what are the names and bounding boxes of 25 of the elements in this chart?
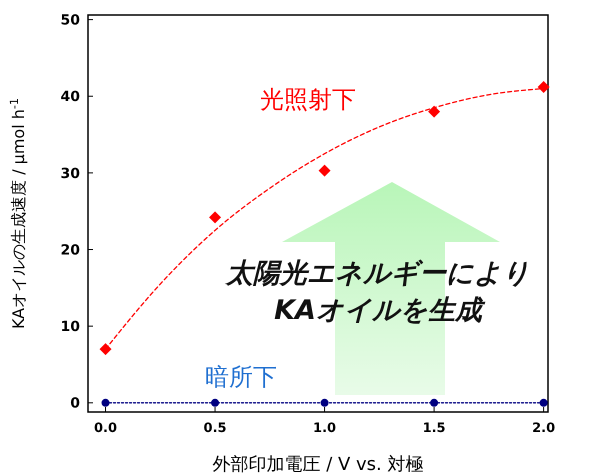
point: [209, 211, 222, 224]
point: [320, 398, 329, 407]
y-tick-label: 30: [60, 166, 80, 182]
y-tick-label: 10: [60, 319, 80, 336]
point: [318, 164, 331, 177]
point: [540, 398, 548, 407]
point: [100, 343, 112, 356]
y-tick-label: 0: [70, 396, 80, 412]
x-tick-label: 1.5: [422, 421, 446, 436]
point: [430, 398, 438, 407]
point: [538, 81, 550, 94]
x-tick-label: 1.0: [313, 421, 336, 436]
y-tick-label: 20: [60, 242, 80, 258]
series-label: 暗所下: [205, 362, 278, 391]
annotation: 太陽光エネルギーにより KAオイルを生成: [226, 258, 530, 326]
point: [211, 398, 220, 407]
x-tick-label: 2.0: [532, 421, 556, 436]
point: [428, 106, 440, 118]
x-tick-label: 0.5: [204, 421, 227, 436]
point: [102, 398, 110, 407]
text: 光照射下: [260, 85, 356, 114]
x-axis-title: 外部印加電圧 / V vs. 対極: [212, 454, 424, 475]
y-tick-label: 50: [60, 12, 80, 28]
y-tick-label: 40: [60, 89, 80, 106]
x-tick-label: 0.0: [94, 421, 118, 436]
